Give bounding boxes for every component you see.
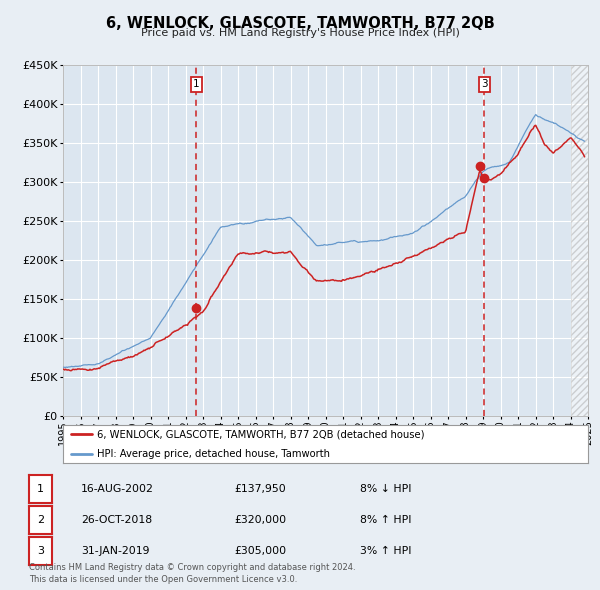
Text: £305,000: £305,000 [234,546,286,556]
Text: 3% ↑ HPI: 3% ↑ HPI [360,546,412,556]
Text: 3: 3 [37,546,44,556]
Text: 8% ↓ HPI: 8% ↓ HPI [360,484,412,494]
Text: 6, WENLOCK, GLASCOTE, TAMWORTH, B77 2QB: 6, WENLOCK, GLASCOTE, TAMWORTH, B77 2QB [106,16,494,31]
Text: 2: 2 [37,515,44,525]
Text: Contains HM Land Registry data © Crown copyright and database right 2024.
This d: Contains HM Land Registry data © Crown c… [29,563,355,584]
Text: 31-JAN-2019: 31-JAN-2019 [81,546,149,556]
Text: 1: 1 [37,484,44,494]
Text: £320,000: £320,000 [234,515,286,525]
Text: Price paid vs. HM Land Registry's House Price Index (HPI): Price paid vs. HM Land Registry's House … [140,28,460,38]
Text: 26-OCT-2018: 26-OCT-2018 [81,515,152,525]
Text: 16-AUG-2002: 16-AUG-2002 [81,484,154,494]
Text: HPI: Average price, detached house, Tamworth: HPI: Average price, detached house, Tamw… [97,448,330,458]
Text: £137,950: £137,950 [234,484,286,494]
Text: 1: 1 [193,80,200,90]
Text: 8% ↑ HPI: 8% ↑ HPI [360,515,412,525]
Text: 3: 3 [481,80,488,90]
Text: 6, WENLOCK, GLASCOTE, TAMWORTH, B77 2QB (detached house): 6, WENLOCK, GLASCOTE, TAMWORTH, B77 2QB … [97,430,425,440]
